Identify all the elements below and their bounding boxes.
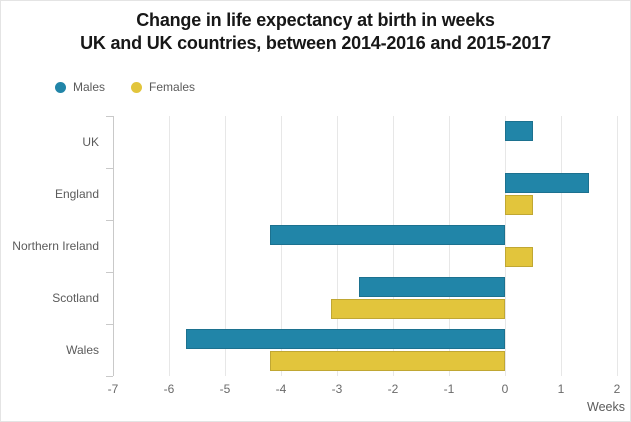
x-tick-label--7: -7 (107, 382, 119, 396)
gridline-x--3 (337, 116, 338, 376)
category-label-uk: UK (82, 135, 99, 149)
y-axis-tick (106, 116, 113, 117)
bar-females-england[interactable] (505, 195, 533, 215)
gridline-x--2 (393, 116, 394, 376)
x-tick-label-1: 1 (557, 382, 565, 396)
y-axis-tick (106, 272, 113, 273)
y-axis-tick (106, 324, 113, 325)
x-tick-label--4: -4 (275, 382, 287, 396)
legend-item-females[interactable]: Females (131, 80, 195, 94)
chart-title-line-1: Change in life expectancy at birth in we… (136, 10, 495, 30)
legend-item-males[interactable]: Males (55, 80, 105, 94)
gridline-x-0 (505, 116, 506, 376)
x-tick-label--5: -5 (219, 382, 231, 396)
category-label-england: England (54, 187, 99, 201)
x-tick-label--6: -6 (163, 382, 175, 396)
chart-title-line-2: UK and UK countries, between 2014-2016 a… (80, 33, 551, 53)
x-tick-label--1: -1 (443, 382, 455, 396)
x-tick-label--2: -2 (387, 382, 399, 396)
bar-males-scotland[interactable] (359, 277, 505, 297)
category-label-scotland: Scotland (52, 291, 99, 305)
gridline-x-2 (617, 116, 618, 376)
y-axis-tick (106, 376, 113, 377)
category-label-northern-ireland: Northern Ireland (12, 239, 99, 253)
category-label-wales: Wales (66, 343, 99, 357)
bar-males-uk[interactable] (505, 121, 533, 141)
chart-title: Change in life expectancy at birth in we… (1, 9, 630, 55)
gridline-x--5 (225, 116, 226, 376)
legend-label-females: Females (149, 80, 196, 94)
females-legend-marker-icon (131, 81, 143, 93)
x-tick-label-2: 2 (613, 382, 621, 396)
males-legend-marker-icon (55, 81, 66, 93)
x-tick-label--3: -3 (331, 382, 343, 396)
bar-females-northern-ireland[interactable] (505, 247, 533, 267)
gridline-x--1 (449, 116, 450, 376)
x-tick-label-0: 0 (501, 382, 509, 396)
y-axis-tick (106, 168, 113, 169)
bar-males-northern-ireland[interactable] (269, 225, 505, 245)
bar-females-scotland[interactable] (331, 299, 505, 319)
bar-males-wales[interactable] (185, 329, 505, 349)
bar-males-england[interactable] (505, 173, 589, 193)
x-axis-title: Weeks (587, 400, 625, 414)
gridline-x--6 (169, 116, 170, 376)
bar-females-wales[interactable] (269, 351, 505, 371)
legend-label-males: Males (73, 80, 106, 94)
y-axis-line (113, 116, 114, 376)
y-axis-tick (106, 220, 113, 221)
gridline-x--4 (281, 116, 282, 376)
legend: Males Females (55, 80, 195, 94)
gridline-x-1 (561, 116, 562, 376)
plot-area (113, 116, 618, 376)
